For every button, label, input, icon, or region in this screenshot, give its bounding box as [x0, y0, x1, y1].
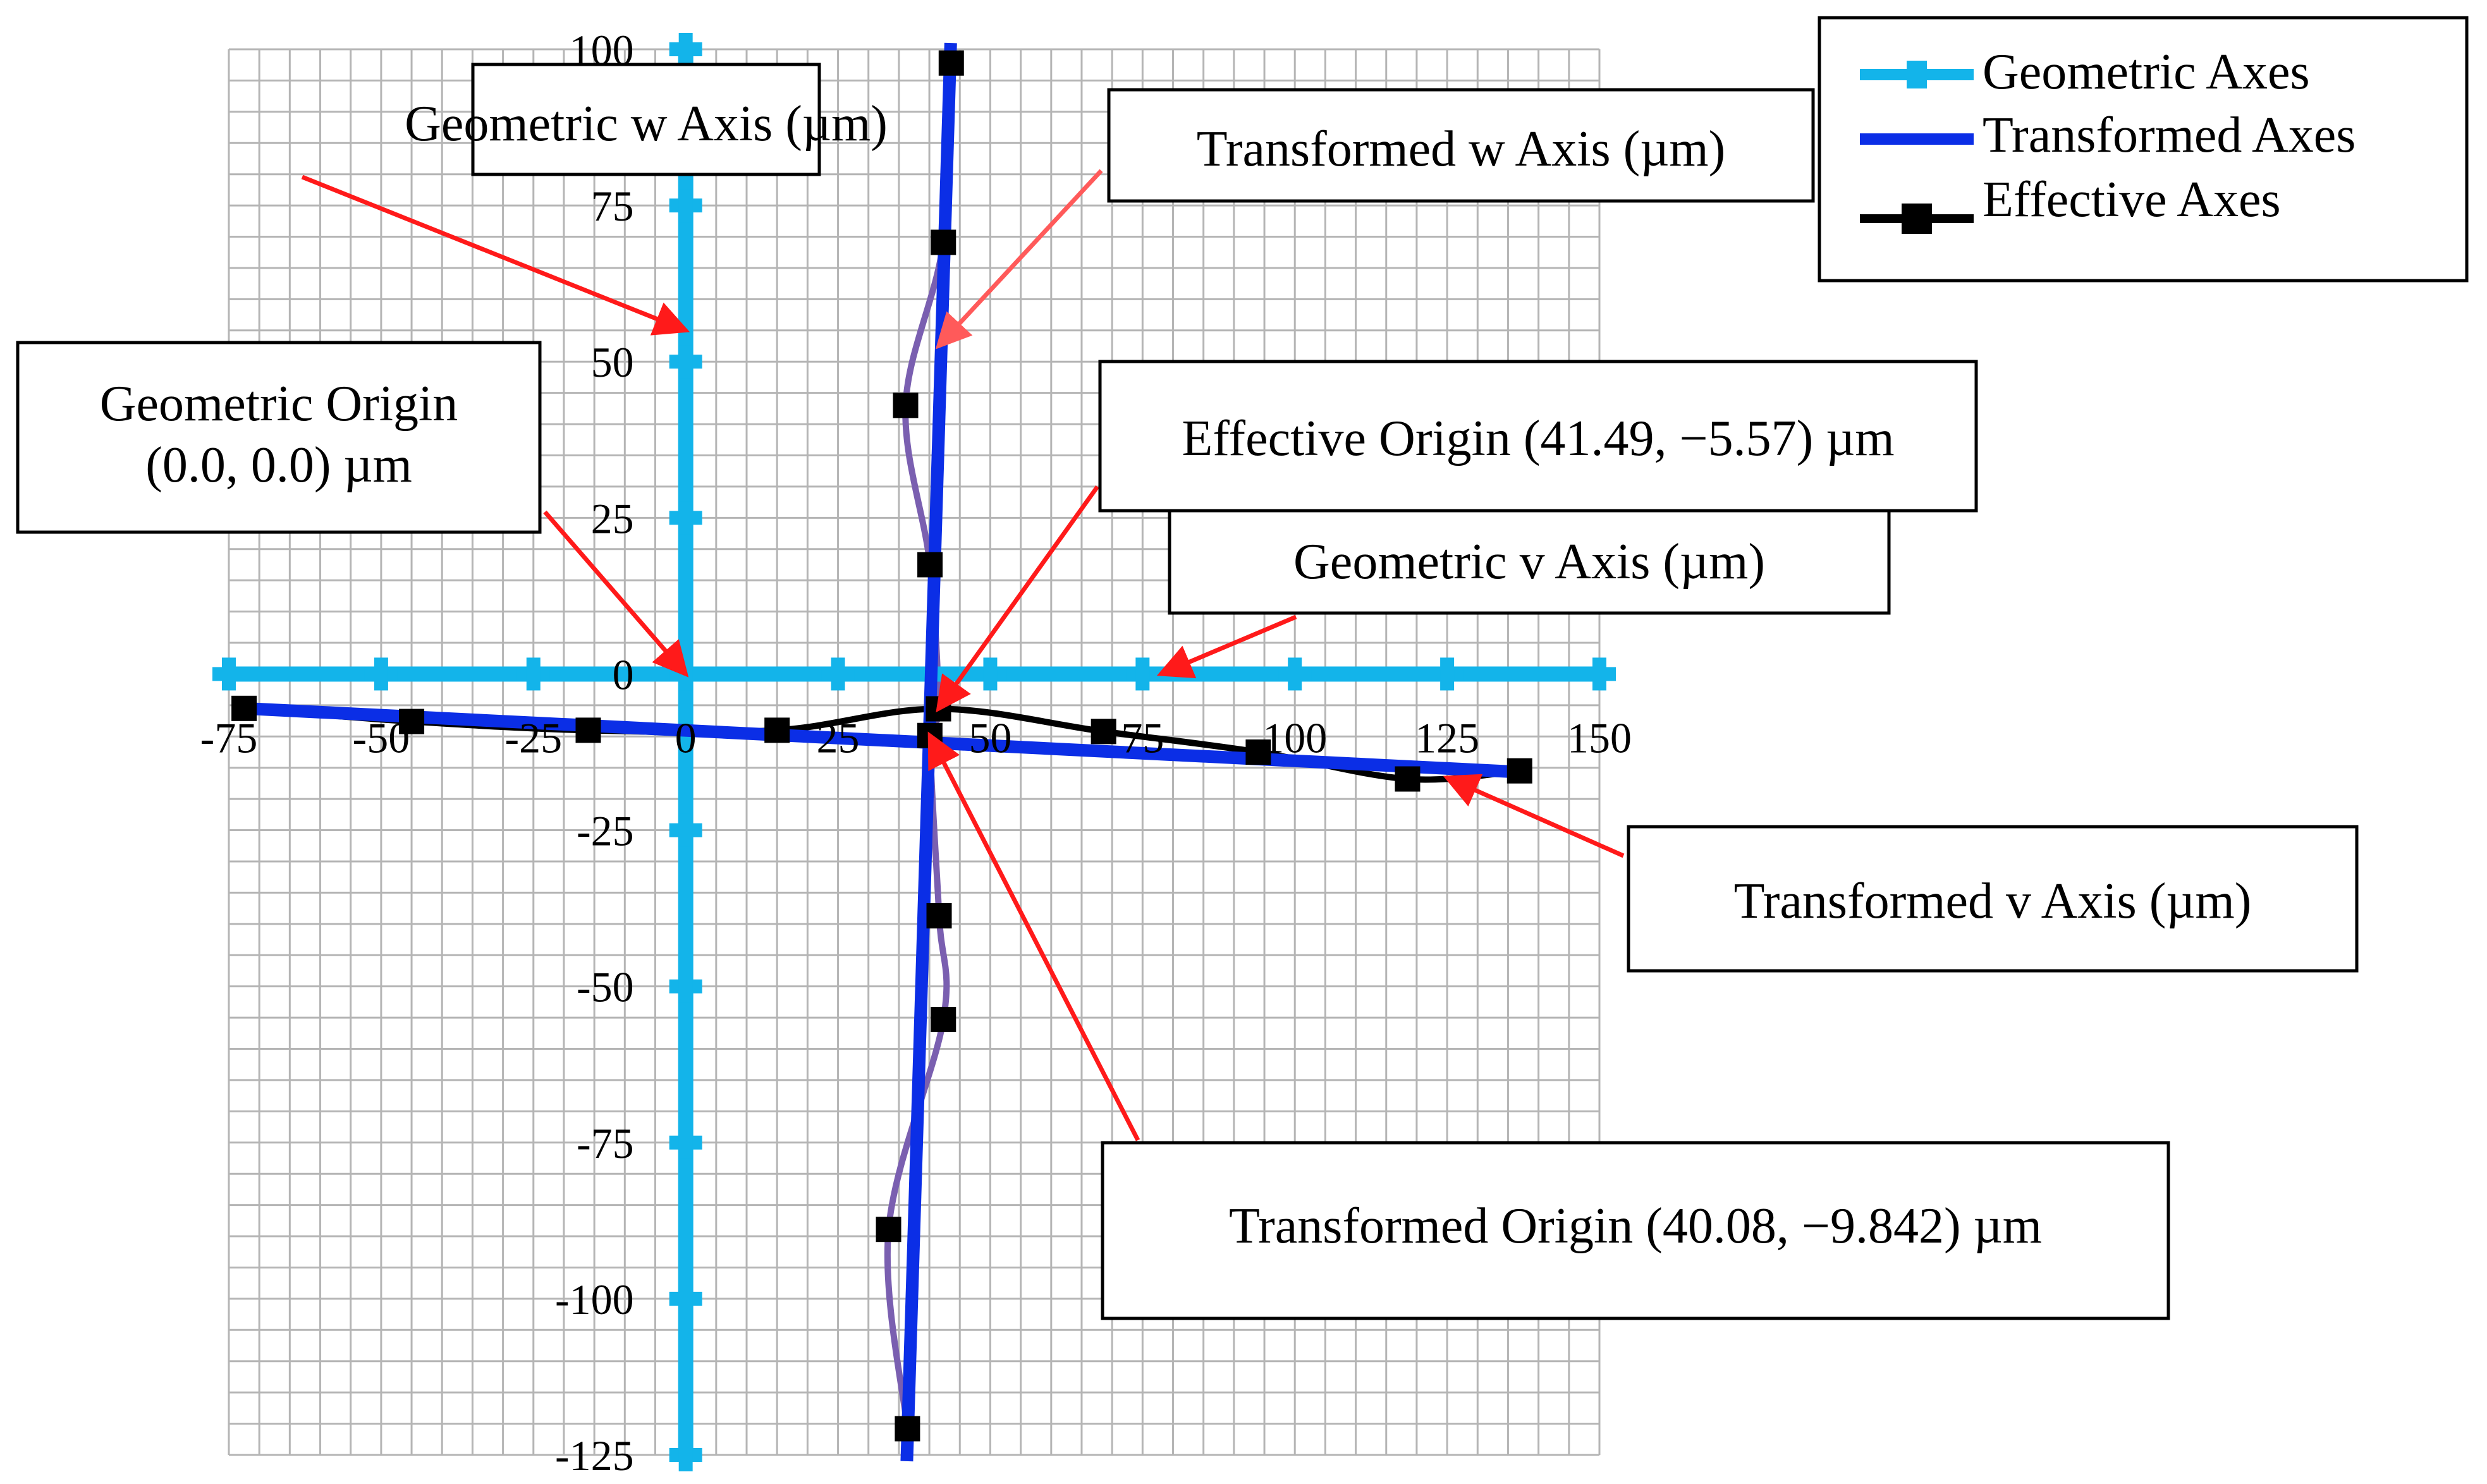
y-tick-label: 50	[591, 338, 634, 386]
annotation-geometric-origin-line1: Geometric Origin	[100, 376, 458, 432]
geometric-axis-marker	[678, 1126, 693, 1159]
effective-axis-marker	[1245, 739, 1271, 765]
annotation-geometric-origin: Geometric Origin (0.0, 0.0) µm	[16, 341, 542, 534]
annotation-effective-origin-label: Effective Origin (41.49, −5.57) µm	[1182, 411, 1894, 466]
geometric-w-axis-arrow	[301, 174, 690, 336]
y-tick-label: -50	[577, 963, 634, 1011]
x-tick-label: -75	[200, 714, 258, 762]
geometric-axis-marker	[1135, 657, 1150, 691]
x-tick-label: 125	[1415, 714, 1479, 762]
annotation-geometric-w-axis-label: Geometric w Axis (µm)	[405, 96, 888, 152]
effective-axis-marker	[917, 552, 943, 578]
y-tick-label: 75	[591, 182, 634, 230]
effective-axis-marker	[575, 717, 601, 743]
geometric-axis-marker	[678, 345, 693, 379]
annotation-transformed-w-axis: Transformed w Axis (µm)	[1107, 88, 1815, 203]
geometric-axis-marker	[678, 1438, 693, 1471]
geometric-axis-marker	[1288, 657, 1302, 691]
x-tick-label: -25	[504, 714, 562, 762]
y-tick-label: 25	[591, 494, 634, 542]
annotation-transformed-v-axis: Transformed v Axis (µm)	[1627, 825, 2359, 973]
geometric-axis-marker	[983, 657, 998, 691]
annotation-geometric-origin-line2: (0.0, 0.0) µm	[145, 437, 412, 493]
geometric-axis-marker	[678, 501, 693, 535]
transformed-v-axis-arrow	[1443, 774, 1625, 858]
annotation-transformed-origin-label: Transformed Origin (40.08, −9.842) µm	[1229, 1198, 2042, 1254]
y-tick-label: -75	[577, 1119, 634, 1167]
legend-box	[1818, 16, 2469, 283]
annotation-arrows	[301, 169, 1625, 1141]
geometric-axis-marker	[678, 1282, 693, 1315]
legend-label-geometric: Geometric Axes	[1983, 44, 2310, 100]
annotation-transformed-origin: Transformed Origin (40.08, −9.842) µm	[1101, 1141, 2170, 1320]
annotation-geometric-v-axis: Geometric v Axis (µm)	[1168, 504, 1891, 615]
geometric-axis-marker	[1592, 657, 1606, 691]
geometric-axis-marker	[678, 813, 693, 847]
annotation-transformed-w-axis-label: Transformed w Axis (µm)	[1197, 121, 1725, 177]
effective-axis-marker	[399, 709, 425, 734]
effective-axis-marker	[931, 1007, 956, 1033]
legend: Geometric Axes Transformed Axes Effectiv…	[1818, 16, 2469, 283]
geometric-axis-marker	[678, 189, 693, 222]
effective-axis-marker	[231, 695, 257, 721]
annotation-geometric-w-axis: Geometric w Axis (µm)	[405, 63, 888, 176]
effective-axis-marker	[893, 392, 919, 418]
geometric-axis-marker	[526, 657, 541, 691]
geometric-axis-marker	[222, 657, 236, 691]
annotation-transformed-v-axis-label: Transformed v Axis (µm)	[1734, 873, 2252, 929]
effective-axis-marker	[938, 50, 964, 76]
x-tick-label: -50	[353, 714, 410, 762]
x-tick-label: 75	[1121, 714, 1164, 762]
legend-swatch-geometric-marker	[1907, 61, 1927, 88]
geometric-axis-marker	[831, 657, 845, 691]
geometric-v-axis-arrow	[1156, 614, 1297, 679]
effective-origin-arrow	[936, 485, 1099, 713]
y-tick-label: -125	[555, 1432, 634, 1480]
effective-axis-marker	[764, 717, 790, 743]
effective-axis-marker	[1395, 766, 1421, 792]
transformed-v-axis-line	[243, 702, 1521, 779]
y-tick-label: 0	[613, 650, 634, 698]
legend-label-transformed: Transformed Axes	[1983, 107, 2356, 163]
x-tick-label: 100	[1262, 714, 1327, 762]
annotation-geometric-v-axis-label: Geometric v Axis (µm)	[1293, 534, 1765, 590]
x-tick-label: 150	[1567, 714, 1632, 762]
y-tick-label: -100	[555, 1275, 634, 1323]
geometric-axis-marker	[374, 657, 388, 691]
legend-swatch-effective-marker	[1902, 204, 1932, 234]
effective-axis-marker	[876, 1217, 901, 1243]
effective-axis-marker	[931, 229, 956, 255]
effective-axis-marker	[1091, 719, 1116, 745]
x-tick-label: 50	[969, 714, 1011, 762]
geometric-axis-marker	[678, 33, 693, 66]
legend-label-effective: Effective Axes	[1983, 172, 2281, 228]
y-tick-label: -25	[577, 807, 634, 855]
effective-axis-marker	[1506, 758, 1532, 784]
geometric-origin-arrow	[543, 510, 689, 678]
effective-axis-marker	[895, 1416, 920, 1442]
effective-axis-marker	[926, 903, 952, 928]
transformed-w-axis-arrow	[935, 169, 1103, 350]
x-tick-label: 0	[675, 714, 697, 762]
geometric-axis-marker	[1440, 657, 1455, 691]
geometric-axis-marker	[678, 970, 693, 1003]
annotation-effective-origin: Effective Origin (41.49, −5.57) µm	[1098, 360, 1978, 513]
x-tick-label: 25	[817, 714, 860, 762]
transformed-origin-arrow	[927, 731, 1140, 1141]
